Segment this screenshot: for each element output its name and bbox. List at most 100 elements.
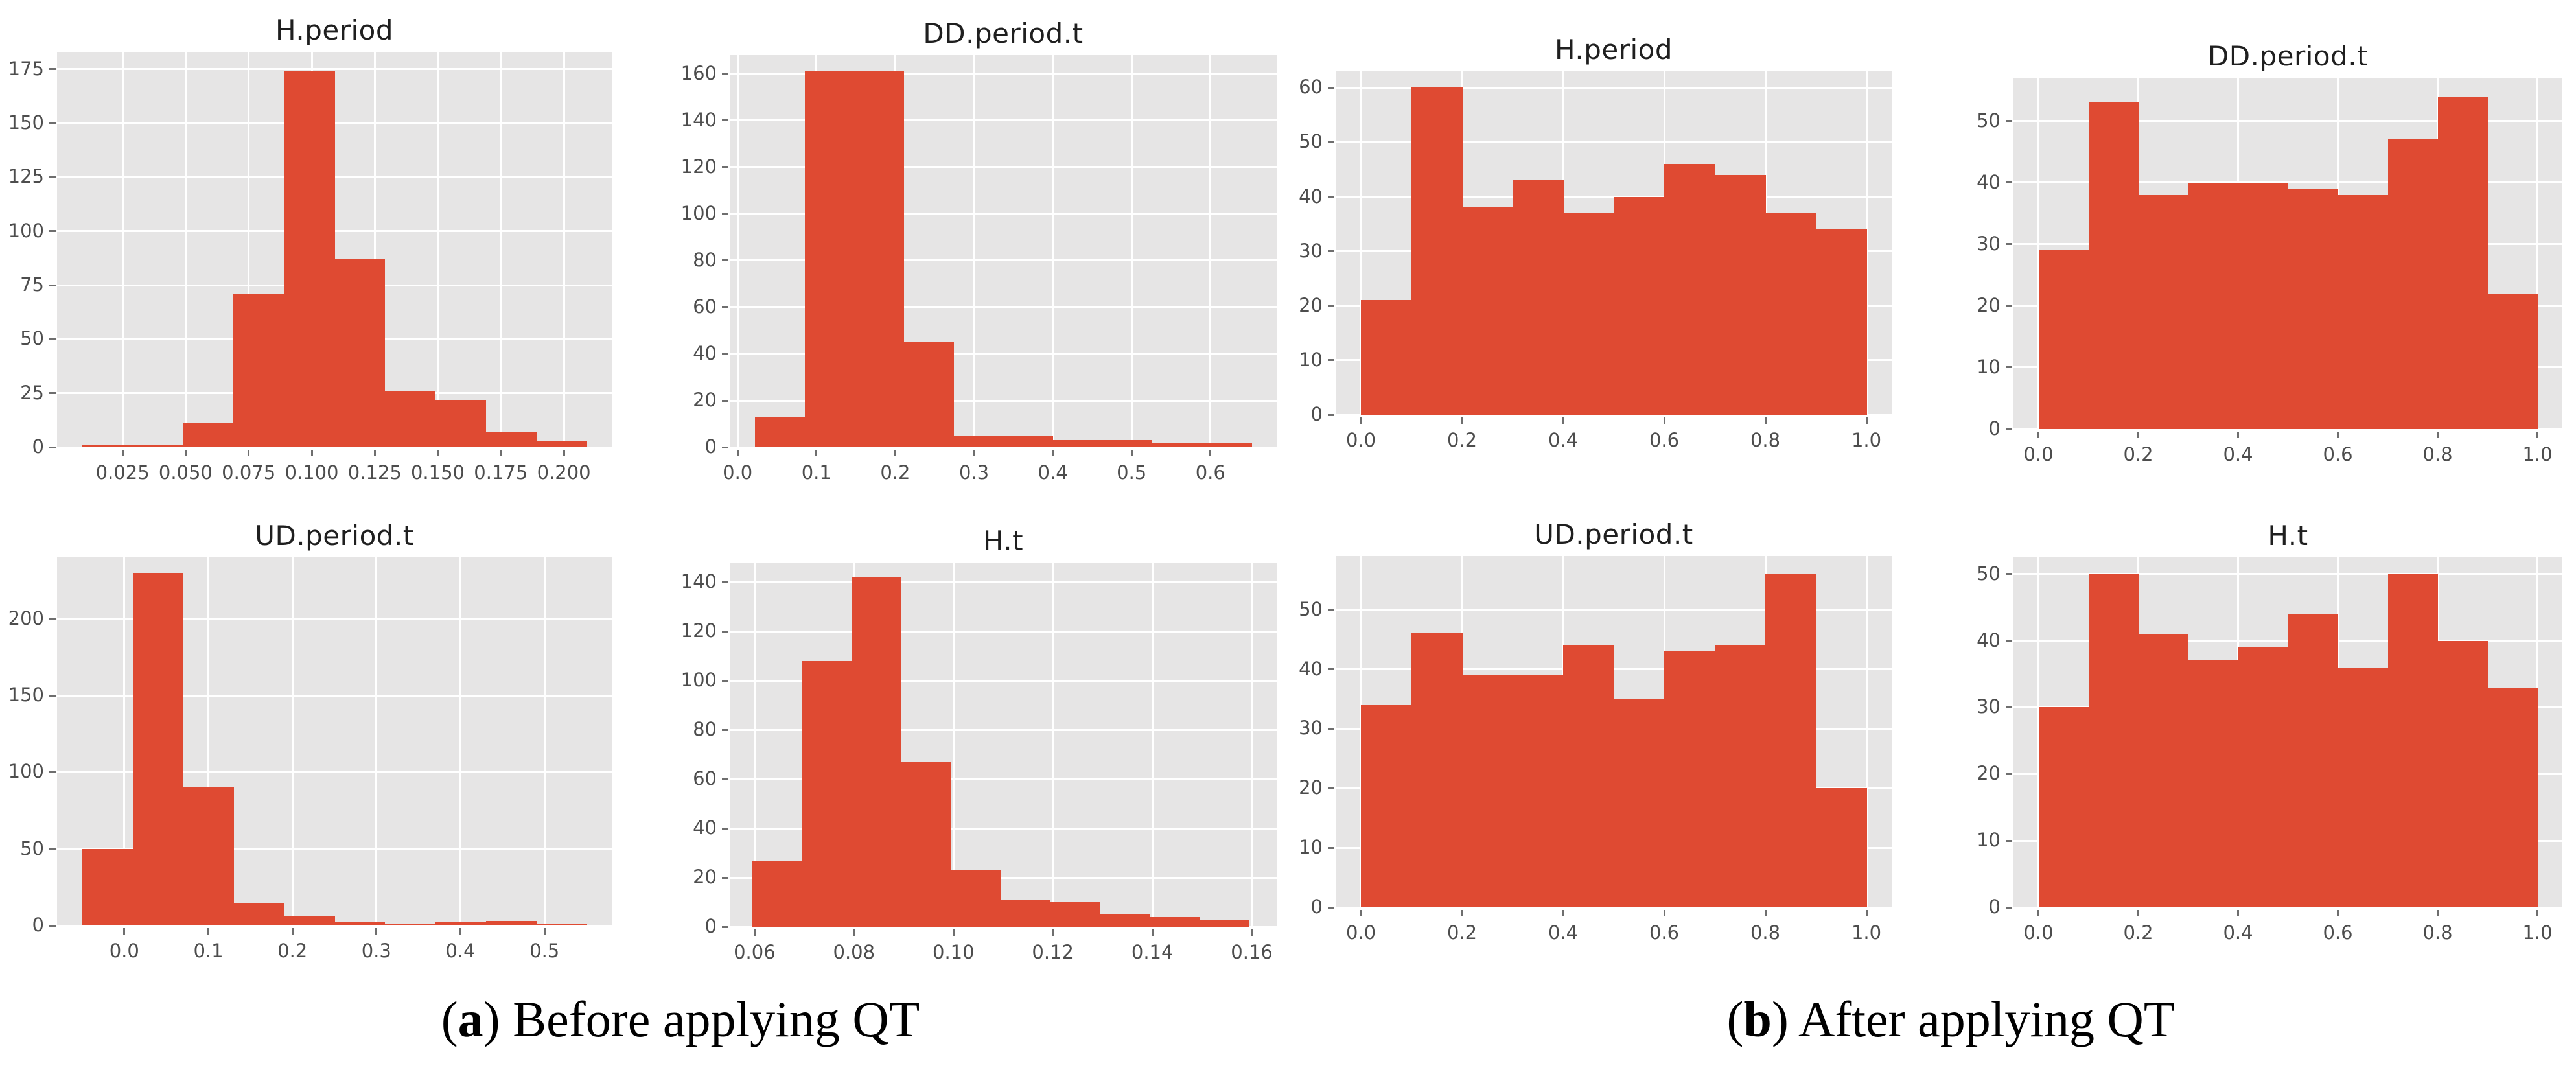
gridline [248, 52, 250, 447]
plot-area-dd-period-t-b [2013, 78, 2562, 429]
histogram-bar [2138, 634, 2189, 907]
y-tick-label: 50 [1299, 598, 1323, 620]
histogram-bar [1614, 196, 1665, 415]
gridline [1052, 563, 1054, 927]
y-tick-label: 0 [704, 436, 717, 458]
tick-mark [1328, 413, 1334, 416]
y-tick-label: 0 [1310, 403, 1323, 425]
x-tick-label: 0.2 [277, 940, 308, 962]
x-tick-label: 0.5 [1117, 461, 1147, 483]
histogram-bar [334, 259, 386, 447]
histogram-bar [1715, 174, 1766, 415]
tick-mark [2006, 120, 2012, 122]
histogram-bar [183, 423, 234, 447]
gridline [1130, 55, 1133, 447]
x-tick-label: 0.100 [284, 461, 339, 483]
histogram-bar [1664, 164, 1715, 415]
y-tick-label: 20 [693, 866, 717, 889]
tick-mark [121, 450, 124, 456]
x-tick-label: 0.0 [723, 461, 753, 483]
histogram-bar [2338, 667, 2389, 907]
histogram-bar [1201, 442, 1252, 447]
y-tick-label: 10 [1977, 355, 2001, 378]
histogram-bar [1411, 87, 1463, 415]
histogram-bar [1150, 916, 1200, 927]
x-tick-label: 0.8 [1750, 429, 1781, 451]
x-tick-label: 0.4 [1038, 461, 1068, 483]
gridline [57, 848, 612, 850]
y-tick-label: 50 [1977, 562, 2001, 585]
tick-mark [2137, 432, 2139, 438]
histogram-bar [2088, 102, 2139, 429]
histogram-bar [1001, 900, 1051, 927]
histogram-bar [132, 572, 184, 925]
tick-mark [722, 827, 728, 830]
gridline [730, 166, 1277, 169]
gridline [184, 52, 187, 447]
y-tick-label: 140 [680, 570, 717, 593]
tick-mark [722, 306, 728, 308]
tick-mark [1360, 910, 1362, 916]
tick-mark [49, 446, 56, 448]
tick-mark [49, 392, 56, 395]
y-tick-label: 60 [693, 295, 717, 318]
histogram-bar [82, 848, 133, 925]
y-tick-label: 100 [8, 219, 44, 242]
y-tick-label: 200 [8, 607, 44, 629]
histogram-bar [2288, 189, 2339, 429]
histogram-bar [2238, 647, 2289, 907]
gridline [730, 778, 1277, 780]
histogram-bar [2188, 182, 2239, 429]
tick-mark [952, 929, 955, 936]
tick-mark [373, 450, 376, 456]
y-tick-label: 10 [1299, 836, 1323, 859]
y-tick-label: 0 [32, 914, 44, 936]
gridline [736, 55, 739, 447]
histogram-bar [1563, 213, 1614, 415]
tick-mark [543, 928, 546, 935]
gridline [1052, 55, 1054, 447]
plot-area-h-period-b [1336, 71, 1892, 415]
y-tick-label: 120 [680, 620, 717, 642]
tick-mark [310, 450, 313, 456]
histogram-bar [1765, 574, 1816, 907]
tick-mark [49, 924, 56, 927]
x-tick-label: 0.14 [1131, 941, 1174, 963]
gridline [952, 563, 955, 927]
histogram-bar [2437, 640, 2489, 907]
y-tick-label: 20 [1977, 294, 2001, 316]
histogram-bar [485, 432, 537, 447]
histogram-bar [1715, 645, 1766, 907]
gridline [375, 557, 378, 925]
y-tick-label: 40 [1299, 185, 1323, 207]
caption-open-paren: ( [441, 991, 458, 1047]
y-tick-label: 0 [1988, 417, 2001, 439]
y-tick-label: 30 [1299, 717, 1323, 739]
tick-mark [722, 925, 728, 928]
gridline [1865, 556, 1868, 907]
y-tick-label: 160 [680, 62, 717, 84]
x-tick-label: 1.0 [2522, 922, 2553, 944]
y-tick-label: 60 [1299, 76, 1323, 99]
tick-mark [1328, 250, 1334, 253]
gridline [730, 73, 1277, 75]
caption-close-paren: ) [483, 991, 513, 1047]
tick-mark [1461, 910, 1463, 916]
tick-mark [722, 630, 728, 633]
histogram-bar [2338, 194, 2389, 429]
y-tick-label: 0 [32, 436, 44, 458]
x-tick-label: 0.4 [1548, 922, 1579, 944]
tick-mark [736, 450, 739, 456]
tick-mark [2037, 910, 2039, 916]
tick-mark [722, 353, 728, 355]
histogram-bar [1152, 442, 1203, 447]
tick-mark [722, 446, 728, 448]
tick-mark [248, 450, 250, 456]
gridline [373, 52, 376, 447]
tick-mark [291, 928, 294, 935]
tick-mark [1052, 450, 1054, 456]
chart-title-dd-period-t-b: DD.period.t [2207, 40, 2369, 72]
gridline [123, 557, 126, 925]
x-tick-label: 0.2 [1446, 922, 1478, 944]
histogram-bar [284, 71, 335, 447]
